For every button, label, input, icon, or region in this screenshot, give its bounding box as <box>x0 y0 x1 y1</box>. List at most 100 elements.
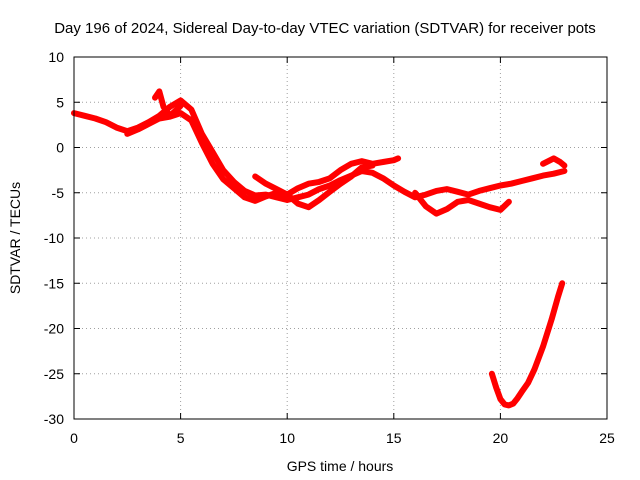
data-point <box>295 201 301 207</box>
data-point <box>220 167 226 173</box>
data-point <box>231 179 237 185</box>
data-point <box>412 190 418 196</box>
data-point <box>551 171 557 177</box>
data-point <box>529 175 535 181</box>
series-arc-5 <box>412 189 512 217</box>
data-point <box>231 185 237 191</box>
x-tick-label: 25 <box>599 430 615 446</box>
data-point <box>167 113 173 119</box>
data-point <box>359 164 365 170</box>
series-arc-1 <box>71 97 568 203</box>
y-tick-label: -20 <box>44 321 64 337</box>
data-point <box>327 183 333 188</box>
series-arc-4 <box>252 162 376 211</box>
data-point <box>508 181 514 187</box>
data-point <box>540 344 546 350</box>
data-point <box>338 167 343 173</box>
data-point <box>327 189 333 195</box>
data-point <box>316 197 322 203</box>
data-point <box>124 131 130 137</box>
data-point <box>338 181 343 187</box>
data-point <box>444 206 450 212</box>
data-point <box>497 183 503 188</box>
data-point <box>423 192 429 198</box>
data-point <box>391 183 397 188</box>
data-point <box>502 402 508 407</box>
x-tick-label: 10 <box>279 430 295 446</box>
data-point <box>525 380 531 386</box>
data-point <box>489 371 495 377</box>
data-point <box>515 395 520 401</box>
data-point <box>178 97 184 103</box>
chart-title: Day 196 of 2024, Sidereal Day-to-day VTE… <box>54 20 596 37</box>
data-point <box>487 204 493 210</box>
data-point <box>306 192 311 198</box>
data-point <box>380 159 386 165</box>
grid-lines <box>74 57 607 419</box>
data-point <box>167 104 173 110</box>
data-point <box>444 186 450 192</box>
data-point <box>210 149 216 155</box>
y-tick-label: -30 <box>44 411 64 427</box>
y-axis-ticks: -30 -25 -20 -15 -10 -5 0 5 10 <box>44 49 607 427</box>
data-point <box>242 188 248 194</box>
data-point <box>327 175 333 181</box>
data-point <box>465 197 471 203</box>
y-tick-label: -10 <box>44 230 64 246</box>
series-arc-2 <box>124 110 402 204</box>
data-point <box>555 294 561 300</box>
data-point <box>156 88 162 94</box>
data-point <box>561 168 567 174</box>
data-point <box>559 280 565 286</box>
x-tick-label: 5 <box>177 430 185 446</box>
data-point <box>519 178 525 184</box>
data-point <box>274 186 279 192</box>
data-point <box>295 185 301 191</box>
data-point <box>402 189 407 195</box>
data-point <box>497 396 503 402</box>
x-axis-label: GPS time / hours <box>287 458 394 474</box>
data-point <box>178 110 184 116</box>
data-point <box>295 194 301 200</box>
data-point <box>242 194 248 200</box>
data-point <box>252 193 258 198</box>
data-point <box>92 116 98 121</box>
data-point <box>82 113 88 119</box>
data-point <box>152 95 158 101</box>
x-axis-ticks: 0 5 10 15 20 25 <box>70 57 615 446</box>
data-point <box>284 192 290 198</box>
y-tick-label: -25 <box>44 366 64 382</box>
data-point <box>210 161 216 167</box>
data-point <box>156 116 162 121</box>
data-point <box>114 125 120 131</box>
data-point <box>487 185 493 191</box>
data-point <box>220 176 226 182</box>
data-point <box>252 174 258 179</box>
y-tick-label: 10 <box>48 49 64 65</box>
data-point <box>199 140 205 146</box>
data-point <box>540 173 546 179</box>
data-point <box>370 163 375 169</box>
y-tick-label: -15 <box>44 275 64 291</box>
data-point <box>188 107 194 112</box>
data-point <box>493 384 499 390</box>
x-tick-label: 15 <box>386 430 402 446</box>
y-tick-label: 5 <box>56 94 64 110</box>
data-point <box>540 161 546 167</box>
data-point <box>135 126 141 132</box>
data-point <box>423 203 429 209</box>
y-tick-label: 0 <box>56 140 64 156</box>
x-tick-label: 20 <box>493 430 509 446</box>
data-point <box>146 121 152 127</box>
data-point <box>510 401 516 407</box>
series-arc-7 <box>488 280 566 409</box>
data-point <box>263 181 269 187</box>
data-point <box>348 161 354 167</box>
data-point <box>476 188 482 194</box>
data-point <box>161 104 166 110</box>
data-point <box>370 170 375 176</box>
data-point <box>433 188 439 194</box>
data-point <box>395 155 401 161</box>
data-point <box>551 155 557 161</box>
data-point <box>316 179 322 185</box>
